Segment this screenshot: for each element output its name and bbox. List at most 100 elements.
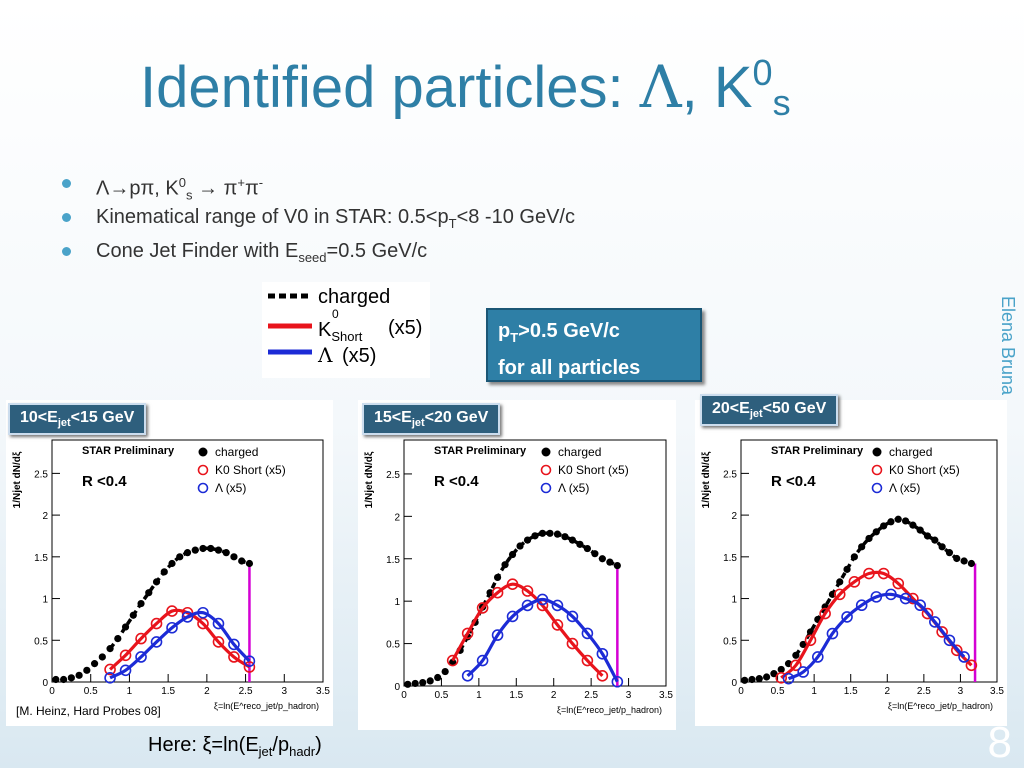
xi-formula: Here: ξ=ln(Ejet/phadr): [148, 734, 322, 759]
data-point-charged: [434, 673, 442, 682]
x-tick-label: 0: [49, 686, 55, 697]
data-point-lambda: [899, 592, 912, 605]
data-point-charged: [90, 660, 99, 668]
x-tick-label: 1: [476, 690, 482, 701]
data-point-charged: [538, 529, 547, 537]
legend-marker: [197, 464, 209, 476]
data-point-lambda: [566, 610, 579, 623]
data-point-charged: [486, 589, 494, 597]
data-point-charged: [553, 530, 562, 538]
legend-lambda-scale: (x5): [342, 345, 376, 367]
legend-entry: K0 Short (x5): [215, 463, 286, 477]
data-point-charged: [546, 529, 554, 537]
y-tick-label: 2.5: [723, 469, 737, 480]
y-axis-title: 1/Njet dN/dξ: [701, 451, 712, 508]
x-tick-label: 0: [738, 686, 744, 697]
data-point-charged: [523, 536, 532, 544]
y-tick-label: 0.5: [34, 636, 48, 647]
legend-entry: K0 Short (x5): [889, 463, 960, 477]
x-tick-label: 2.5: [584, 690, 598, 701]
data-point-charged: [501, 561, 509, 569]
fit-curve-lambda: [787, 592, 966, 681]
data-point-kshort: [446, 654, 459, 667]
data-point-charged: [923, 532, 932, 540]
data-point-charged: [606, 558, 614, 566]
data-point-lambda: [943, 634, 956, 647]
plot-frame: [51, 439, 324, 683]
x-tick-label: 3.5: [316, 686, 330, 697]
y-tick-label: 2: [42, 511, 48, 522]
data-point-charged: [770, 670, 778, 678]
data-point-kshort: [119, 649, 132, 662]
data-point-kshort: [212, 636, 225, 648]
legend-kshort-sup: 0: [332, 307, 339, 321]
data-point-charged: [137, 599, 145, 608]
data-point-charged: [426, 677, 434, 685]
y-tick-label: 0.5: [723, 636, 737, 647]
fit-curve-charged: [458, 531, 619, 652]
data-point-charged: [230, 553, 238, 561]
data-point-kshort: [892, 577, 905, 590]
data-point-lambda: [476, 654, 489, 667]
data-point-charged: [561, 533, 569, 541]
x-tick-label: 0: [401, 690, 407, 701]
legend-entry: Λ (x5): [558, 481, 589, 495]
data-point-charged: [67, 674, 75, 682]
x-tick-label: 2.5: [239, 686, 253, 697]
data-point-lambda: [826, 627, 839, 640]
x-tick-label: 2: [885, 686, 891, 697]
x-tick-label: 1: [811, 686, 817, 697]
data-point-kshort: [566, 637, 579, 650]
plot-frame: [740, 439, 998, 683]
data-point-kshort: [506, 578, 519, 591]
title-lambda: Λ: [639, 53, 682, 121]
data-point-charged: [755, 675, 763, 683]
data-point-lambda: [914, 599, 926, 612]
x-tick-label: 3: [626, 690, 632, 701]
legend-marker-charged: [541, 447, 551, 457]
data-point-charged: [850, 553, 858, 561]
data-point-kshort: [476, 602, 489, 614]
data-point-charged: [741, 676, 749, 684]
data-point-lambda: [166, 621, 178, 634]
y-tick-label: 1.5: [723, 553, 737, 564]
plot-cone: R <0.4: [771, 473, 816, 490]
data-point-lambda: [104, 672, 116, 684]
data-point-lambda: [596, 647, 609, 660]
data-point-charged: [168, 559, 176, 568]
y-tick-label: 1: [394, 597, 400, 608]
plot-svg-2: 0 0.5 1 1.5 2 2.5 3 3.5 0 0.5 1 1.5 2 2.5 ξ=ln(E^reco_…: [364, 439, 673, 715]
plot-panel-3: 0 0.5 1 1.5 2 2.5 3 3.5 0 0.5 1 1.5 2 2.5 ξ=ln(E^reco_…: [695, 400, 1007, 726]
fit-curve-lambda: [466, 597, 619, 683]
y-tick-label: 0: [731, 678, 737, 689]
data-point-kshort: [596, 670, 609, 682]
data-point-charged: [576, 540, 584, 548]
data-point-charged: [901, 517, 910, 525]
legend-entry: Λ (x5): [889, 481, 920, 495]
x-tick-label: 2.5: [917, 686, 931, 697]
data-point-kshort: [243, 661, 256, 673]
page-title: Identified particles: Λ, K0s: [140, 52, 791, 123]
plot-header: STAR Preliminary: [434, 445, 527, 457]
data-point-charged: [176, 553, 184, 561]
data-point-kshort: [965, 659, 978, 672]
x-tick-label: 3: [958, 686, 964, 697]
pt-note-box: pT>0.5 GeV/c for all particles: [486, 308, 702, 382]
data-point-charged: [799, 640, 807, 649]
data-point-lambda: [870, 591, 883, 603]
data-point-charged: [121, 623, 130, 631]
data-point-lambda: [243, 655, 256, 667]
y-tick-label: 1.5: [34, 553, 48, 564]
plot-svg-3: 0 0.5 1 1.5 2 2.5 3 3.5 0 0.5 1 1.5 2 2.5 ξ=ln(E^reco_…: [701, 439, 1004, 711]
x-tick-label: 1.5: [509, 690, 523, 701]
data-point-charged: [52, 675, 60, 684]
data-point-charged: [531, 532, 539, 540]
legend-label-charged: charged: [318, 286, 390, 308]
data-point-lambda: [812, 651, 824, 663]
data-point-kshort: [775, 672, 788, 684]
energy-tag-1: 10<Ejet<15 GeV: [8, 403, 147, 436]
x-tick-label: 1: [127, 686, 133, 697]
x-tick-label: 3: [282, 686, 288, 697]
x-tick-label: 1.5: [844, 686, 858, 697]
data-point-charged: [83, 666, 91, 674]
